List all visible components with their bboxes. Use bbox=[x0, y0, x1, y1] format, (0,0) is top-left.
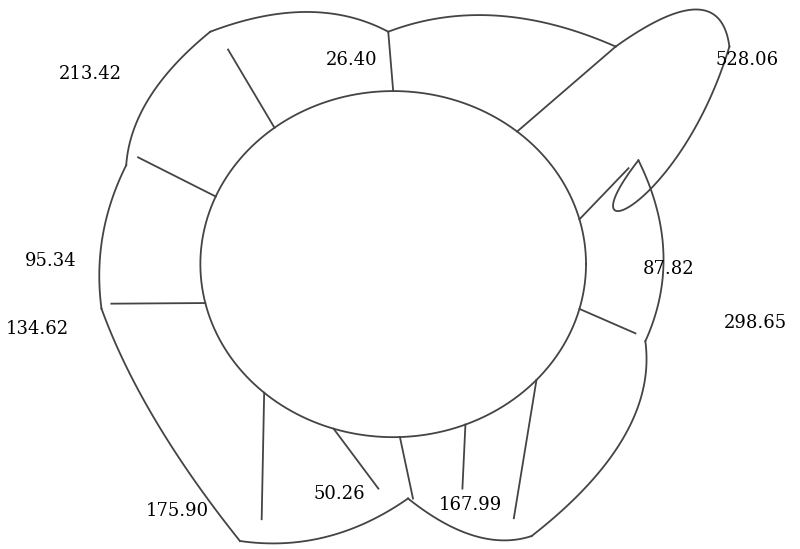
Text: 134.62: 134.62 bbox=[6, 320, 69, 338]
Text: 528.06: 528.06 bbox=[716, 51, 778, 69]
Text: 95.34: 95.34 bbox=[26, 252, 77, 270]
Text: 167.99: 167.99 bbox=[438, 496, 502, 514]
Text: 26.40: 26.40 bbox=[326, 51, 378, 69]
Text: 87.82: 87.82 bbox=[642, 260, 694, 278]
Text: 213.42: 213.42 bbox=[59, 65, 122, 83]
Text: 50.26: 50.26 bbox=[314, 485, 366, 503]
Text: 298.65: 298.65 bbox=[723, 315, 786, 332]
Text: 175.90: 175.90 bbox=[146, 502, 209, 520]
